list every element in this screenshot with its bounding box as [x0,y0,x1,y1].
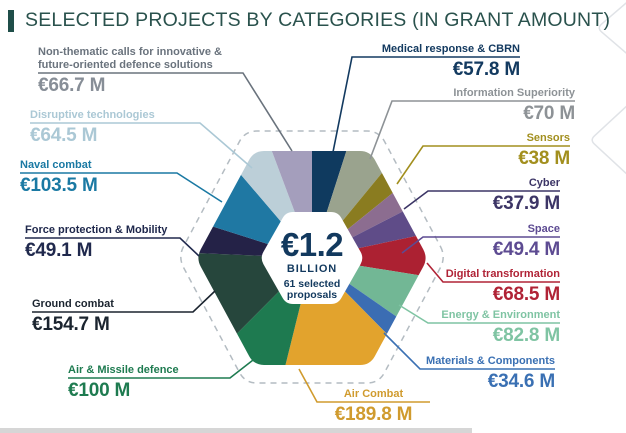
label-space: Space [527,223,560,235]
label-sensors: Sensors [526,132,570,144]
amount-medical-response-cbrn: €57.8 M [452,59,520,80]
wedge-information-superiority [312,151,426,258]
amount-disruptive-technologies: €64.5 M [30,125,98,146]
connector-information-superiority [369,100,575,160]
connector-force-protection-mobility [25,237,200,257]
label-naval-combat: Naval combat [20,159,92,171]
label-medical-response-cbrn: Medical response & CBRN [381,43,520,55]
wedge-medical-response-cbrn [312,151,404,258]
label-digital-transformation: Digital transformation [445,268,560,280]
connector-ground-combat [32,290,216,313]
label-ground-combat: Ground combat [32,298,114,310]
label-cyber: Cyber [528,177,560,189]
center-hexagon [261,212,363,304]
label-air-missile-defence: Air & Missile defence [68,364,179,376]
wedge-air-combat [239,258,426,365]
connector-space [401,236,560,254]
proposals-count: 61 selected proposals [283,278,341,301]
label-information-superiority: Information Superiority [453,87,575,99]
amount-energy-environment: €82.8 M [492,325,560,346]
amount-space: €49.4 M [492,239,560,260]
wedge-naval-combat [198,151,312,258]
chart-center-label: €1.2 BILLION 61 selected proposals [247,226,377,301]
wedge-cyber [312,151,426,258]
title-row: SELECTED PROJECTS BY CATEGORIES (IN GRAN… [8,9,610,32]
amount-materials-components: €34.6 M [487,371,555,392]
amount-ground-combat: €154.7 M [32,314,110,335]
connector-materials-components [383,332,555,370]
wedge-ground-combat [198,245,312,365]
connector-air-missile-defence [68,352,263,379]
amount-sensors: €38 M [518,148,570,169]
background-hexagon-outline [598,2,626,54]
wedge-force-protection-mobility [198,167,312,258]
wedge-sensors [312,151,426,258]
connector-disruptive-technologies [30,122,253,169]
connector-medical-response-cbrn [332,56,520,153]
connector-non-thematic-calls-for-innovative-future [38,72,293,152]
connector-cyber [403,190,560,210]
bottom-edge-strip [0,428,472,433]
label-non-thematic-calls-for-innovative-future: Non-thematic calls for innovative & futu… [38,46,222,71]
amount-cyber: €37.9 M [492,193,560,214]
connector-air-combat [298,368,430,403]
amount-air-combat: €189.8 M [334,404,413,425]
wedge-non-thematic-calls-for-innovative-future [206,151,312,258]
amount-digital-transformation: €68.5 M [492,284,560,305]
wedge-disruptive-technologies [198,151,312,258]
amount-information-superiority: €70 M [523,103,575,124]
label-force-protection-mobility: Force protection & Mobility [25,224,168,236]
wedge-materials-components [312,258,426,365]
background-hexagon-outline [591,105,626,175]
wedge-energy-environment [312,258,426,365]
page-title: SELECTED PROJECTS BY CATEGORIES (IN GRAN… [25,9,611,31]
connector-energy-environment [398,304,560,324]
amount-force-protection-mobility: €49.1 M [25,240,93,261]
amount-air-missile-defence: €100 M [68,380,131,401]
dashed-hexagon-outline [180,130,444,384]
amount-naval-combat: €103.5 M [20,175,98,196]
label-materials-components: Materials & Components [426,355,555,367]
connector-naval-combat [20,172,223,203]
connector-sensors [396,145,570,185]
total-amount: €1.2 [280,226,344,263]
connector-digital-transformation [426,262,560,283]
title-accent-bar [8,10,14,32]
wedge-air-missile-defence [198,258,312,365]
label-air-combat: Air Combat [343,388,404,400]
wedge-space [312,151,426,258]
label-energy-environment: Energy & Environment [441,309,560,321]
amount-non-thematic-calls-for-innovative-future: €66.7 M [38,75,106,96]
total-unit: BILLION [286,263,338,275]
label-disruptive-technologies: Disruptive technologies [30,109,155,121]
